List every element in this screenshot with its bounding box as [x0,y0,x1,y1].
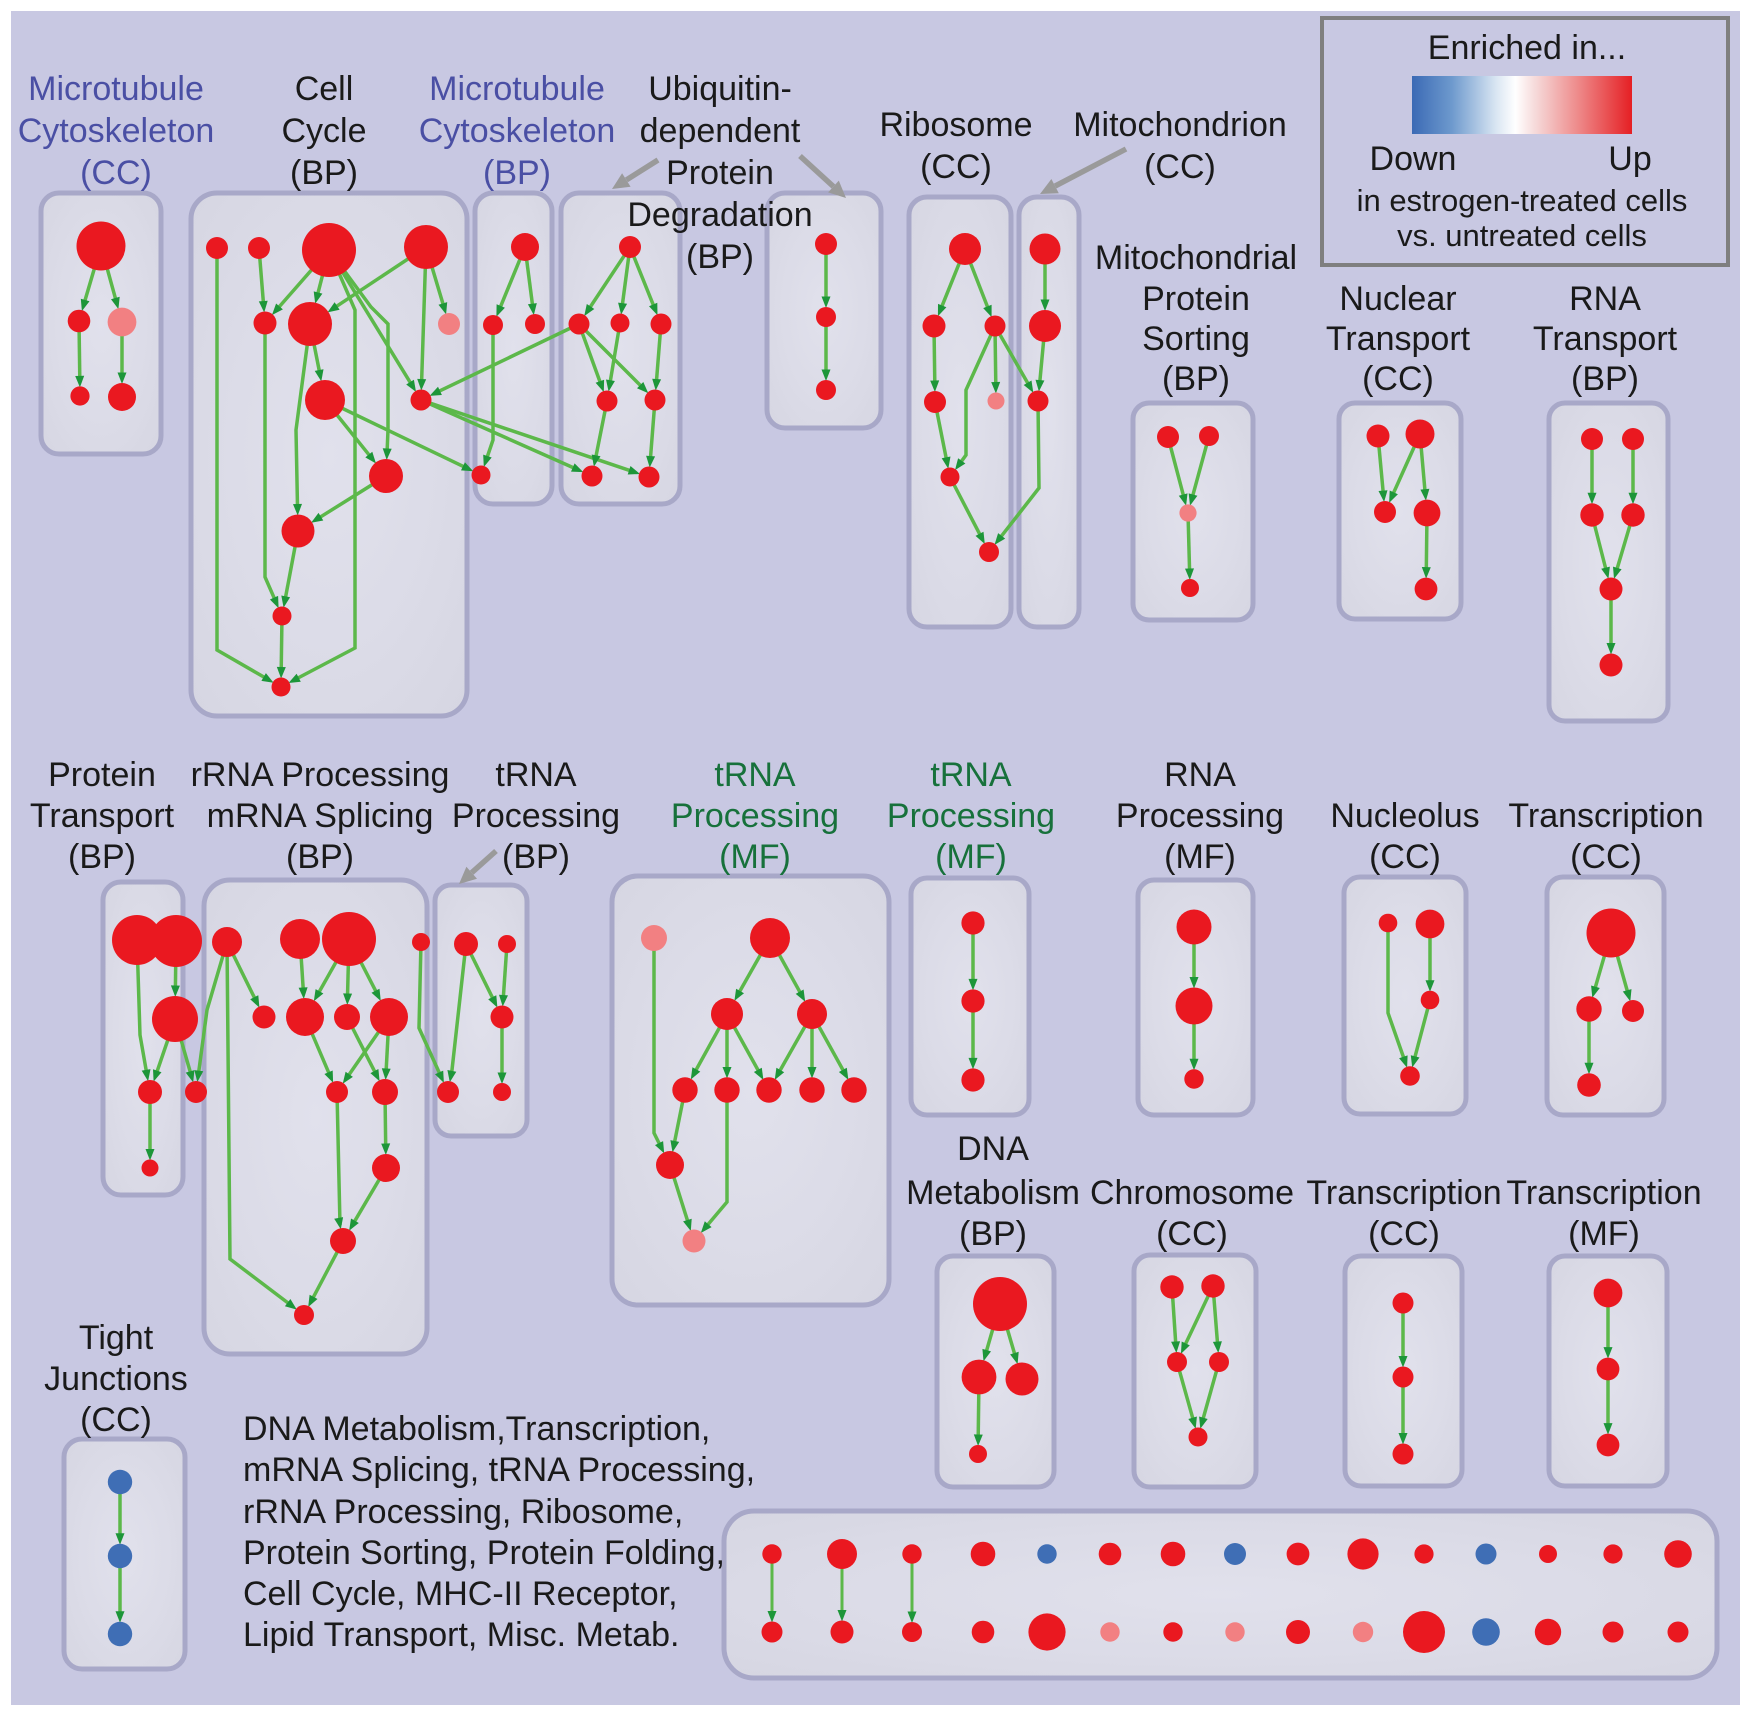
svg-text:tRNA: tRNA [930,756,1012,794]
svg-text:Mitochondrial: Mitochondrial [1095,239,1297,277]
svg-text:Tight: Tight [79,1319,154,1357]
svg-text:(BP): (BP) [502,838,570,876]
svg-text:Nucleolus: Nucleolus [1330,797,1479,835]
svg-text:rRNA Processing, Ribosome,: rRNA Processing, Ribosome, [243,1493,683,1531]
svg-text:Metabolism: Metabolism [906,1174,1080,1212]
svg-text:Transcription: Transcription [1508,797,1703,835]
svg-text:Protein: Protein [1142,280,1250,318]
svg-text:Transcription: Transcription [1506,1174,1701,1212]
svg-text:Processing: Processing [671,797,839,835]
svg-text:(CC): (CC) [1362,360,1434,398]
svg-text:Ubiquitin-: Ubiquitin- [648,70,792,108]
svg-text:vs. untreated cells: vs. untreated cells [1397,218,1647,253]
svg-text:Cytoskeleton: Cytoskeleton [419,112,616,150]
svg-text:(MF): (MF) [719,838,791,876]
svg-text:Processing: Processing [887,797,1055,835]
svg-text:Transcription: Transcription [1306,1174,1501,1212]
svg-text:(BP): (BP) [483,154,551,192]
svg-text:(MF): (MF) [1568,1215,1640,1253]
svg-text:Mitochondrion: Mitochondrion [1073,106,1287,144]
svg-text:(BP): (BP) [68,838,136,876]
svg-text:(CC): (CC) [1156,1215,1228,1253]
svg-text:Microtubule: Microtubule [28,70,204,108]
svg-text:in estrogen-treated cells: in estrogen-treated cells [1357,183,1688,218]
svg-text:Cell: Cell [295,70,354,108]
svg-text:(BP): (BP) [1571,360,1639,398]
svg-text:Nuclear: Nuclear [1339,280,1456,318]
svg-text:(MF): (MF) [1164,838,1236,876]
svg-text:Enriched in...: Enriched in... [1428,29,1626,67]
svg-text:Chromosome: Chromosome [1090,1174,1294,1212]
svg-text:Sorting: Sorting [1142,320,1250,358]
svg-text:(CC): (CC) [80,154,152,192]
svg-text:RNA: RNA [1164,756,1236,794]
svg-text:(CC): (CC) [80,1401,152,1439]
svg-text:DNA: DNA [957,1130,1029,1168]
svg-text:(CC): (CC) [920,148,992,186]
svg-text:mRNA Splicing, tRNA Processing: mRNA Splicing, tRNA Processing, [243,1451,755,1489]
svg-text:(BP): (BP) [1162,360,1230,398]
svg-text:Cytoskeleton: Cytoskeleton [18,112,215,150]
svg-text:Protein Sorting, Protein Foldi: Protein Sorting, Protein Folding, [243,1534,725,1572]
svg-text:(CC): (CC) [1368,1215,1440,1253]
svg-text:dependent: dependent [640,112,801,150]
svg-text:(CC): (CC) [1570,838,1642,876]
svg-text:(CC): (CC) [1369,838,1441,876]
svg-text:Degradation: Degradation [627,196,812,234]
svg-text:(MF): (MF) [935,838,1007,876]
svg-text:tRNA: tRNA [714,756,796,794]
svg-text:Processing: Processing [1116,797,1284,835]
svg-text:(BP): (BP) [959,1215,1027,1253]
svg-text:DNA Metabolism,Transcription,: DNA Metabolism,Transcription, [243,1410,710,1448]
svg-text:RNA: RNA [1569,280,1641,318]
svg-text:Cell Cycle, MHC-II Receptor,: Cell Cycle, MHC-II Receptor, [243,1575,678,1613]
svg-text:Protein: Protein [666,154,774,192]
svg-text:tRNA: tRNA [495,756,577,794]
svg-text:(BP): (BP) [686,238,754,276]
svg-text:(CC): (CC) [1144,148,1216,186]
svg-text:Protein: Protein [48,756,156,794]
svg-text:Up: Up [1608,140,1651,178]
svg-text:mRNA Splicing: mRNA Splicing [207,797,434,835]
svg-text:rRNA Processing: rRNA Processing [191,756,450,794]
svg-text:Transport: Transport [1326,320,1471,358]
svg-text:Ribosome: Ribosome [879,106,1032,144]
svg-text:Processing: Processing [452,797,620,835]
svg-text:Microtubule: Microtubule [429,70,605,108]
svg-text:Junctions: Junctions [44,1360,188,1398]
svg-text:Down: Down [1370,140,1457,178]
svg-text:Transport: Transport [30,797,175,835]
svg-text:Transport: Transport [1533,320,1678,358]
svg-text:(BP): (BP) [286,838,354,876]
svg-text:Lipid Transport, Misc. Metab.: Lipid Transport, Misc. Metab. [243,1616,680,1654]
svg-text:Cycle: Cycle [281,112,366,150]
svg-text:(BP): (BP) [290,154,358,192]
